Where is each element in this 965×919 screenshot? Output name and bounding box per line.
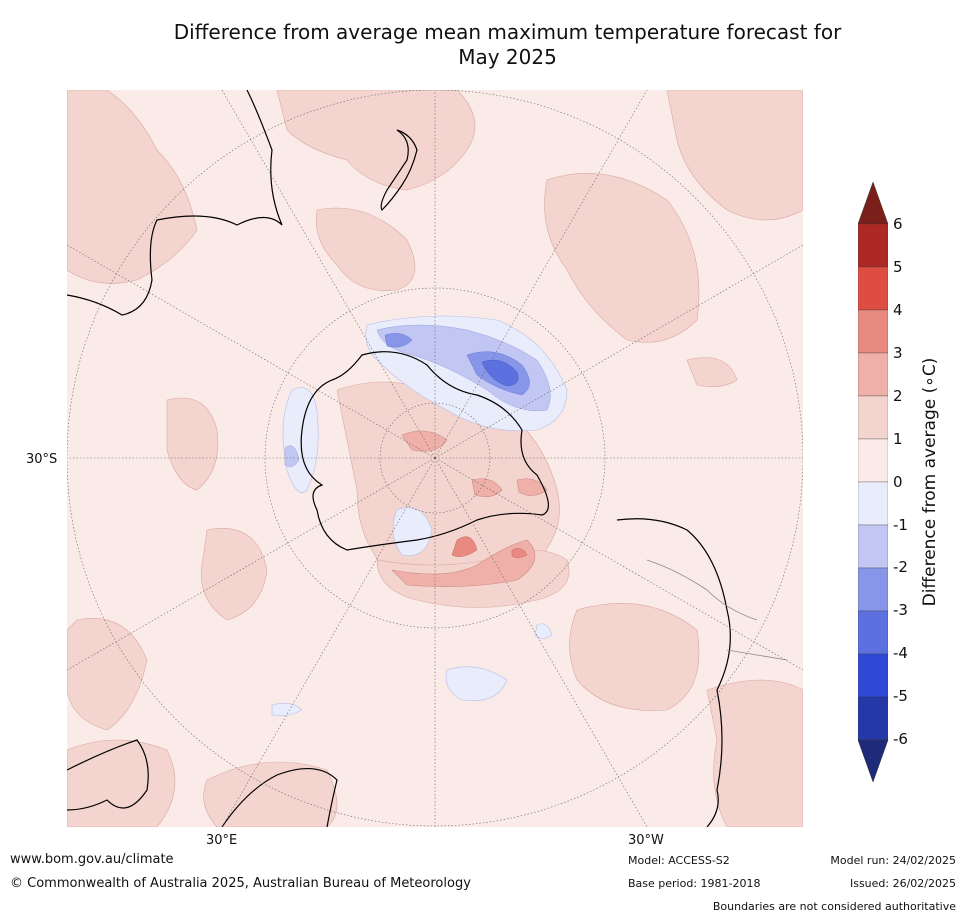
colorbar-tick: -5 xyxy=(893,687,908,705)
lon-label-30w: 30°W xyxy=(628,833,664,848)
anomaly-region xyxy=(706,679,803,827)
meridian-line xyxy=(67,457,436,671)
anomaly-region xyxy=(511,548,528,558)
anomaly-region xyxy=(544,173,700,343)
colorbar-tick: 2 xyxy=(893,387,903,405)
coastline-australia-south xyxy=(221,767,338,827)
anomaly-region xyxy=(315,207,416,291)
anomaly-region xyxy=(392,507,433,557)
colorbar-band xyxy=(858,395,888,440)
colorbar-band xyxy=(858,438,888,483)
colorbar xyxy=(858,182,888,782)
colorbar-tick: -1 xyxy=(893,516,908,534)
colorbar-tick: -4 xyxy=(893,644,908,662)
meridian-line xyxy=(434,457,648,827)
coastline-africa xyxy=(67,90,283,316)
latitude-circle xyxy=(264,287,606,629)
borders xyxy=(646,559,788,661)
latitude-circle xyxy=(379,402,491,514)
colorbar-tick: -2 xyxy=(893,558,908,576)
border-line xyxy=(726,649,788,661)
model-text: Model: ACCESS-S2 xyxy=(628,854,730,867)
meridian-line xyxy=(434,244,803,459)
colorbar-band xyxy=(858,653,888,698)
colorbar-tick: 4 xyxy=(893,301,903,319)
chart-title: Difference from average mean maximum tem… xyxy=(40,20,965,70)
disclaimer-text: Boundaries are not considered authoritat… xyxy=(712,900,956,913)
cool-anomaly-strongest xyxy=(481,359,519,387)
anomaly-region xyxy=(534,623,553,639)
colorbar-band xyxy=(858,610,888,655)
colorbar-band xyxy=(858,696,888,741)
map-canvas xyxy=(67,90,803,827)
colorbar-tick: 3 xyxy=(893,344,903,362)
anomaly-region xyxy=(271,703,303,717)
title-line-1: Difference from average mean maximum tem… xyxy=(173,20,842,44)
anomaly-region xyxy=(201,528,268,621)
colorbar-tick: 1 xyxy=(893,430,903,448)
anomaly-region xyxy=(284,445,300,467)
colorbar-band xyxy=(858,524,888,569)
website-link[interactable]: www.bom.gov.au/climate xyxy=(10,852,174,867)
anomaly-region xyxy=(391,539,536,587)
border-line xyxy=(646,559,758,621)
issued-text: Issued: 26/02/2025 xyxy=(849,877,956,890)
anomaly-region xyxy=(401,430,448,452)
colorbar-band xyxy=(858,481,888,526)
meridian-line xyxy=(434,457,803,671)
title-line-2: May 2025 xyxy=(458,45,557,69)
anomaly-region xyxy=(203,761,338,827)
anomaly-region xyxy=(686,357,738,387)
colorbar-tick: 0 xyxy=(893,473,903,491)
colorbar-tick: 6 xyxy=(893,215,903,233)
anomaly-region xyxy=(666,90,803,221)
coastline-australia xyxy=(67,739,149,811)
meridian-line xyxy=(221,457,436,827)
colorbar-extend-max xyxy=(858,182,888,225)
anomaly-region xyxy=(569,603,700,711)
coastline-new-zealand xyxy=(380,129,418,211)
coastline-south-america xyxy=(616,518,731,827)
meridian-line xyxy=(67,244,436,459)
lat-label-30s: 30°S xyxy=(26,452,58,467)
graticule-longitude xyxy=(67,90,803,827)
colorbar-label: Difference from average (∘C) xyxy=(920,357,940,607)
base-period-text: Base period: 1981-2018 xyxy=(628,877,761,890)
anomaly-region xyxy=(516,478,548,496)
colorbar-tick: -3 xyxy=(893,601,908,619)
lon-label-30e: 30°E xyxy=(206,833,238,848)
meridian-line xyxy=(434,90,648,459)
anomaly-region xyxy=(384,333,413,348)
anomaly-region xyxy=(166,397,219,491)
colorbar-tick: -6 xyxy=(893,730,908,748)
anomaly-region xyxy=(67,618,148,731)
colorbar-band xyxy=(858,266,888,311)
colorbar-tick: 5 xyxy=(893,258,903,276)
anomaly-region xyxy=(67,90,198,284)
colorbar-band xyxy=(858,567,888,612)
meridian-line xyxy=(221,90,436,459)
colorbar-extend-min xyxy=(858,739,888,782)
map-panel xyxy=(67,90,803,827)
coastlines xyxy=(67,90,731,827)
anomaly-region xyxy=(445,666,508,702)
anomaly-region xyxy=(67,739,176,827)
anomaly-region xyxy=(481,359,519,387)
anomaly-region xyxy=(451,536,478,557)
colorbar-band xyxy=(858,223,888,268)
warm-anomaly-strongest xyxy=(451,536,528,558)
anomaly-region xyxy=(276,90,476,191)
colorbar-band xyxy=(858,352,888,397)
copyright-text: © Commonwealth of Australia 2025, Austra… xyxy=(10,876,471,891)
colorbar-band xyxy=(858,309,888,354)
model-run-text: Model run: 24/02/2025 xyxy=(830,854,956,867)
coastline-antarctica xyxy=(300,351,549,551)
